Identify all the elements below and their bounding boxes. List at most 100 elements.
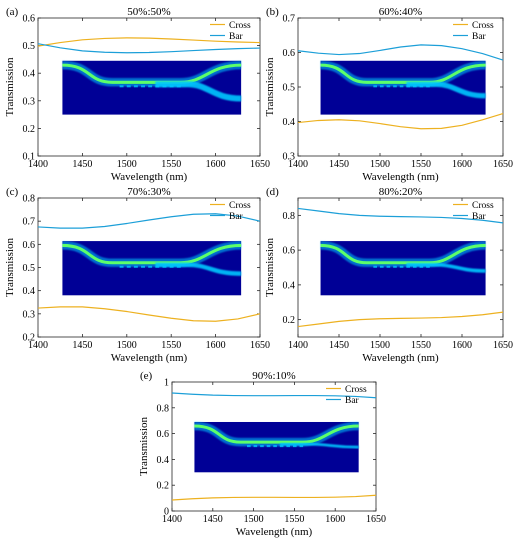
panel-label: (b) [266, 6, 279, 18]
legend-label-cross: Cross [472, 21, 494, 31]
inset-interference-dash [399, 85, 404, 88]
y-tick-label: 0.8 [23, 194, 36, 205]
inset-beam-upper [62, 63, 242, 84]
inset-interference-dash [141, 265, 145, 268]
y-tick-label: 0.2 [283, 315, 296, 326]
y-tick-label: 0.2 [157, 481, 170, 492]
x-tick-label: 1450 [72, 159, 92, 170]
y-axis-label: Transmission [264, 238, 276, 297]
y-tick-label: 0.7 [23, 217, 36, 228]
y-tick-label: 0.6 [157, 429, 170, 440]
y-tick-label: 0.4 [283, 117, 296, 128]
x-tick-label: 1500 [244, 514, 264, 525]
inset-interference-dash [292, 445, 297, 448]
x-tick-label: 1600 [452, 159, 472, 170]
chart-panel-5: 1400 1450 1500 1550 1600 1650 0 0.2 0.4 0.6 0.8 1 Wa… [138, 370, 386, 538]
inset-interference-dash [155, 265, 160, 268]
series-line-cross [37, 306, 261, 322]
inset-interference-dash [373, 85, 377, 88]
inset-beam-lower [155, 81, 242, 102]
y-axis-label: Transmission [138, 417, 150, 476]
inset-interference-dash [155, 85, 160, 88]
y-axis-label: Transmission [264, 57, 276, 116]
inset-interference-dash [386, 85, 391, 88]
inset-interference-dash [412, 265, 417, 268]
inset-interference-dash [373, 265, 377, 268]
inset-beam-upper [62, 243, 242, 265]
inset-interference-dash [412, 85, 417, 88]
inset-interference-dash [126, 265, 131, 268]
inset-interference-dash [406, 265, 410, 268]
x-tick-label: 1400 [28, 159, 48, 170]
chart-panel-1: 1400 1450 1500 1550 1600 1650 0.1 0.2 0.3 0.4 0.5 0… [4, 6, 270, 183]
y-tick-label: 0.5 [283, 83, 296, 94]
legend-label-bar: Bar [229, 212, 244, 222]
panel-label: (c) [6, 186, 19, 198]
inset-beam-lower [279, 442, 359, 449]
x-tick-label: 1450 [72, 340, 92, 351]
plot-frame [297, 197, 504, 338]
series-line-cross [297, 311, 504, 328]
inset-beam-upper [320, 63, 486, 84]
panel-label: (e) [140, 370, 153, 382]
legend-label-bar: Bar [345, 396, 360, 406]
inset-interference-dash [426, 265, 430, 268]
x-tick-label: 1650 [493, 340, 513, 351]
x-tick-label: 1450 [203, 514, 223, 525]
y-tick-label: 0.6 [283, 246, 296, 257]
x-tick-label: 1600 [452, 340, 472, 351]
x-tick-label: 1550 [161, 340, 181, 351]
inset-interference-dash [426, 85, 430, 88]
y-tick-label: 0.8 [157, 403, 170, 414]
x-axis-label: Wavelength (nm) [111, 171, 188, 183]
y-tick-label: 0.8 [283, 211, 296, 222]
inset-beam-lower [406, 81, 486, 99]
inset-field-image [320, 60, 486, 115]
x-tick-label: 1400 [162, 514, 182, 525]
inset-interference-dash [119, 265, 124, 268]
y-tick-label: 0 [164, 507, 169, 518]
x-tick-label: 1400 [288, 340, 308, 351]
inset-interference-dash [393, 265, 397, 268]
inset-field-image [320, 241, 486, 296]
inset-beam-lower [155, 262, 242, 276]
legend-label-cross: Cross [229, 201, 251, 211]
inset-interference-dash [133, 85, 138, 88]
panel-label: (a) [6, 6, 19, 18]
x-tick-label: 1650 [366, 514, 386, 525]
inset-interference-dash [419, 265, 424, 268]
legend-label-bar: Bar [472, 32, 487, 42]
series-line-bar [37, 213, 261, 229]
x-tick-label: 1400 [288, 159, 308, 170]
chart-title: 60%:40% [379, 6, 422, 18]
series-line-cross [171, 494, 377, 501]
x-tick-label: 1600 [325, 514, 345, 525]
y-tick-label: 0.4 [157, 455, 170, 466]
plot-frame [37, 17, 261, 157]
y-tick-label: 0.2 [23, 124, 36, 135]
x-tick-label: 1500 [370, 159, 390, 170]
y-tick-label: 0.1 [23, 152, 36, 163]
inset-field-image [62, 60, 242, 115]
inset-interference-dash [169, 265, 174, 268]
y-tick-label: 0.4 [23, 286, 36, 297]
y-tick-label: 0.4 [23, 69, 36, 80]
series-line-bar [297, 207, 504, 224]
y-tick-label: 0.5 [23, 41, 36, 52]
y-tick-label: 0.6 [283, 48, 296, 59]
legend-label-bar: Bar [229, 32, 244, 42]
series-line-bar [37, 43, 261, 54]
x-axis-label: Wavelength (nm) [362, 352, 439, 364]
y-tick-label: 0.5 [23, 263, 36, 274]
series-line-cross [37, 37, 261, 47]
y-tick-label: 0.4 [283, 280, 296, 291]
inset-interference-dash [399, 265, 404, 268]
series-line-bar [297, 44, 504, 61]
x-tick-label: 1650 [493, 159, 513, 170]
x-tick-label: 1600 [206, 159, 226, 170]
y-axis-label: Transmission [4, 238, 16, 297]
inset-interference-dash [148, 85, 153, 88]
inset-interference-dash [162, 265, 167, 268]
y-tick-label: 0.7 [283, 14, 296, 25]
